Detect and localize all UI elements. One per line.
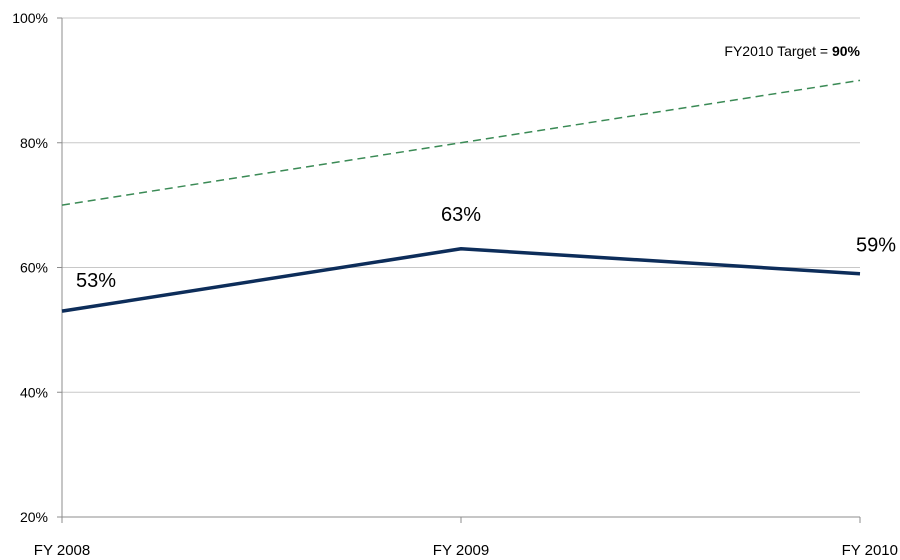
data-label: 63% <box>441 204 481 226</box>
y-tick-label: 40% <box>20 384 48 400</box>
x-tick-label: FY 2010 <box>842 542 898 559</box>
y-tick-label: 20% <box>20 509 48 525</box>
actual-line <box>61 247 861 313</box>
y-tick-label: 60% <box>20 260 48 276</box>
x-tick-label: FY 2009 <box>433 542 489 559</box>
target-line <box>61 79 861 206</box>
series-lines <box>61 79 861 313</box>
axes <box>57 17 861 523</box>
target-annotation-value: 90% <box>832 43 861 59</box>
x-tick-label: FY 2008 <box>34 542 90 559</box>
target-annotation-text: FY2010 Target = <box>724 43 832 59</box>
data-label: 53% <box>76 270 116 292</box>
data-label: 59% <box>856 235 896 257</box>
x-tick-labels: FY 2008 FY 2009 FY 2010 <box>34 542 898 559</box>
target-annotation: FY2010 Target = 90% <box>724 43 860 59</box>
y-tick-labels: 20% 40% 60% 80% 100% <box>12 10 48 525</box>
y-tick-label: 100% <box>12 10 48 26</box>
data-labels: 53% 63% 59% <box>76 204 896 292</box>
y-tick-label: 80% <box>20 135 48 151</box>
